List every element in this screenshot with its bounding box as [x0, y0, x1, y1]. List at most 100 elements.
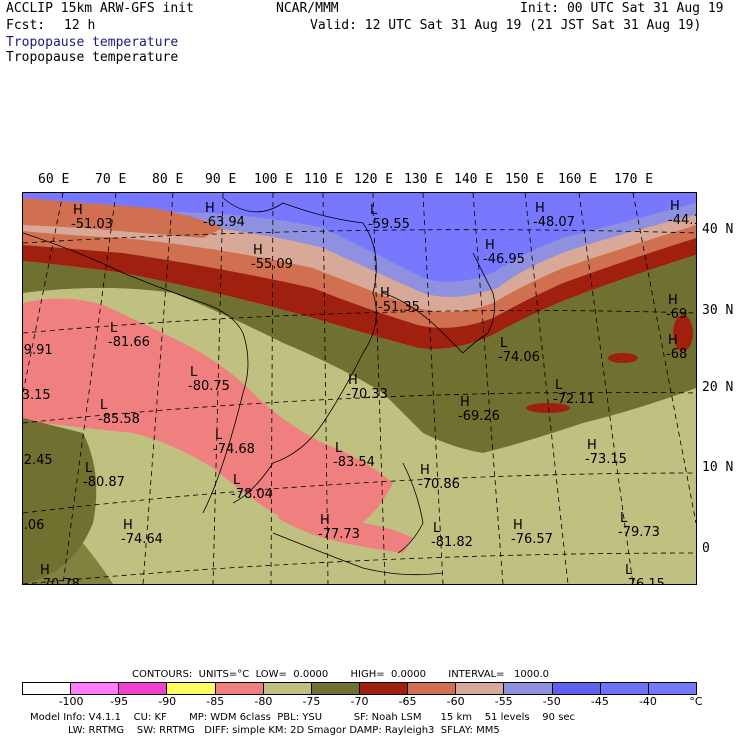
extremum-value: -70.86 [418, 477, 460, 492]
extremum-type: L [215, 428, 223, 443]
legend-swatch [504, 683, 553, 694]
legend-tick-label: -80 [254, 695, 273, 708]
legend-swatch [359, 683, 409, 694]
legend-tick-label: -90 [158, 695, 177, 708]
extremum-type: H [420, 463, 430, 478]
organization-label: NCAR/MMM [276, 1, 339, 16]
extremum-value: -73.15 [585, 452, 627, 467]
extremum-value: -48.07 [533, 215, 575, 230]
extremum-type: L [500, 336, 508, 351]
extremum-type: H [668, 333, 678, 348]
legend-tick-label: -60 [446, 695, 465, 708]
extremum-value: -55.09 [251, 257, 293, 272]
lon-label: 170 E [614, 172, 654, 187]
lon-label: 130 E [404, 172, 444, 187]
extremum-type: H [668, 293, 678, 308]
map-canvas [23, 193, 696, 584]
legend-tick-label: -45 [590, 695, 609, 708]
extremum-value: -80.87 [83, 475, 125, 490]
extremum-value: -78.04 [231, 487, 273, 502]
extremum-type: L [335, 441, 343, 456]
extremum-value: -81.82 [431, 535, 473, 550]
extremum-type: H [320, 513, 330, 528]
extremum-value: -76.57 [511, 532, 553, 547]
legend-tick-label: -50 [542, 695, 561, 708]
extremum-type: H [348, 373, 358, 388]
fcst-label: Fcst: [6, 18, 46, 33]
lon-label: 110 E [304, 172, 344, 187]
extremum-type: H [380, 286, 390, 301]
extremum-type: H [205, 201, 215, 216]
extremum-value: -76.15 [623, 577, 665, 585]
color-legend [22, 682, 697, 695]
lon-label: 120 E [354, 172, 394, 187]
extremum-type: L [555, 378, 563, 393]
extremum-type: H [587, 438, 597, 453]
field-title-primary: Tropopause temperature [6, 35, 179, 50]
legend-tick-label: -65 [398, 695, 417, 708]
extremum-type: L [110, 321, 118, 336]
extremum-type: L [100, 398, 108, 413]
lon-label: 140 E [454, 172, 494, 187]
lon-label: 70 E [95, 172, 127, 187]
lon-label: 150 E [505, 172, 545, 187]
extremum-value: -3.15 [22, 388, 51, 403]
legend-tick-label: °C [689, 695, 703, 708]
legend-tick-label: -100 [58, 695, 84, 708]
legend-swatch [71, 683, 120, 694]
legend-swatch [23, 683, 72, 694]
legend-tick-label: -95 [110, 695, 129, 708]
extremum-value: -63.94 [203, 215, 245, 230]
extremum-value: -68 [666, 347, 688, 362]
lat-label: 0 [702, 541, 710, 556]
extremum-type: L [233, 473, 241, 488]
extremum-type: L [85, 461, 93, 476]
extremum-value: -.06 [23, 518, 45, 533]
extremum-value: -74.64 [121, 532, 163, 547]
lat-label: 30 N [702, 303, 734, 318]
extremum-type: L [433, 521, 441, 536]
legend-tick-label: -70 [350, 695, 369, 708]
legend-tick-label: -75 [302, 695, 321, 708]
extremum-type: H [535, 201, 545, 216]
legend-swatch [456, 683, 505, 694]
model-info-line-1: Model Info: V4.1.1 CU: KF MP: WDM 6class… [30, 712, 576, 723]
legend-swatch [311, 683, 360, 694]
lon-label: 160 E [558, 172, 598, 187]
legend-swatch [119, 683, 168, 694]
extremum-value: -79.73 [618, 525, 660, 540]
init-time: Init: 00 UTC Sat 31 Aug 19 [520, 1, 724, 16]
model-info-line-2: LW: RRTMG SW: RRTMG DIFF: simple KM: 2D … [68, 725, 500, 736]
extremum-value: -69.26 [458, 409, 500, 424]
fcst-value: 12 h [64, 18, 96, 33]
legend-swatch [600, 683, 649, 694]
extremum-value: -9.91 [22, 343, 53, 358]
legend-tick-label: -85 [206, 695, 225, 708]
extremum-type: H [460, 395, 470, 410]
extremum-type: H [485, 238, 495, 253]
extremum-value: -69 [666, 307, 688, 322]
extremum-type: H [670, 199, 680, 214]
extremum-value: -51.35 [378, 300, 420, 315]
legend-swatch [167, 683, 216, 694]
extremum-value: -44.11 [668, 213, 696, 228]
lon-label: 80 E [152, 172, 184, 187]
extremum-type: L [620, 511, 628, 526]
extremum-type: L [625, 563, 633, 578]
lon-label: 60 E [38, 172, 70, 187]
tropopause-temperature-map: H-51.03H-63.94L-59.55H-48.07H-44.11H-55.… [22, 192, 697, 585]
legend-swatch [263, 683, 312, 694]
extremum-value: -81.66 [108, 335, 150, 350]
legend-tick-label: -40 [638, 695, 657, 708]
extremum-type: H [253, 243, 263, 258]
extremum-value: -85.58 [98, 412, 140, 427]
contours-info: CONTOURS: UNITS=°C LOW= 0.0000 HIGH= 0.0… [132, 669, 550, 680]
extremum-value: -83.54 [333, 455, 375, 470]
lon-label: 90 E [205, 172, 237, 187]
extremum-type: H [40, 563, 50, 578]
lon-label: 100 E [254, 172, 294, 187]
legend-swatch [215, 683, 264, 694]
extremum-value: -59.55 [368, 217, 410, 232]
field-title-secondary: Tropopause temperature [6, 50, 179, 65]
extremum-value: -70.78 [38, 577, 80, 585]
